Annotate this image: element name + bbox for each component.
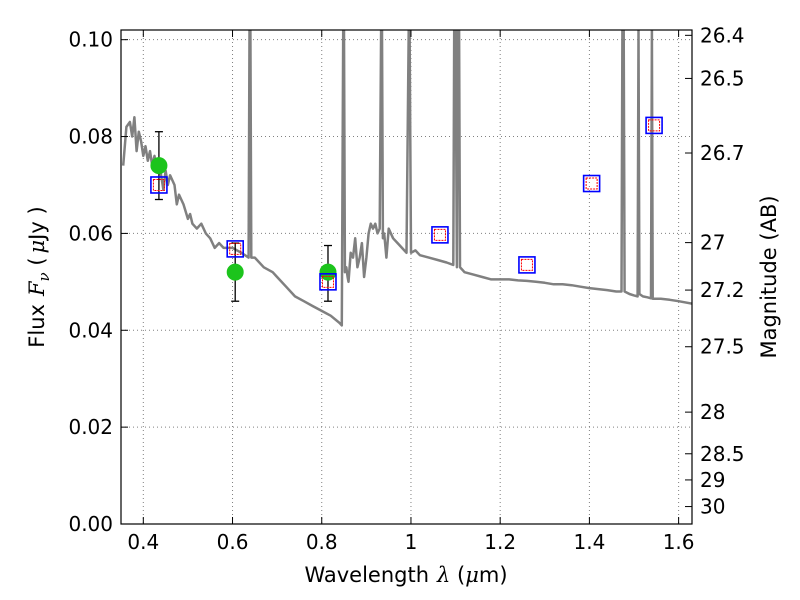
grid	[121, 30, 692, 525]
y-axis-label-right: Magnitude (AB)	[757, 195, 781, 358]
right-tick-label: 28.5	[700, 442, 745, 466]
y-tick-label: 0.00	[68, 512, 113, 536]
model-point-inner	[321, 275, 334, 288]
observed-point	[150, 157, 168, 175]
right-tick-label: 27.2	[700, 278, 745, 302]
observed-point	[226, 263, 244, 281]
x-tick-label: 1.4	[573, 530, 605, 554]
y-tick-label: 0.08	[68, 125, 113, 149]
y-tick-label: 0.02	[68, 415, 113, 439]
x-tick-label: 1	[405, 530, 418, 554]
model-point	[582, 174, 601, 193]
model-point-inner	[433, 228, 446, 241]
y-tick-label: 0.10	[68, 28, 113, 52]
plot-frame	[120, 29, 693, 525]
right-tick-label: 26.5	[700, 66, 745, 90]
right-tick-label: 30	[700, 495, 725, 519]
x-tick-label: 0.4	[127, 530, 159, 554]
sed-line	[121, 30, 692, 327]
y-axis-label-left: FluxFν (μJy )	[25, 206, 53, 347]
model-point	[226, 240, 244, 258]
model-point	[150, 176, 168, 194]
model-point-inner	[648, 119, 661, 132]
model-point-inner	[520, 258, 533, 271]
y-axis-left: 0.00 0.02 0.04 0.06 0.08 0.10	[68, 28, 128, 536]
right-tick-label: 26.7	[700, 141, 745, 165]
model-point-inner	[229, 242, 242, 255]
x-axis-label: Wavelength λ (μm)	[304, 563, 507, 587]
x-axis: 0.4 0.6 0.8 1 1.2 1.4 1.6	[127, 30, 695, 554]
x-tick-label: 0.6	[217, 530, 249, 554]
x-tick-label: 1.2	[484, 530, 516, 554]
y-tick-label: 0.06	[68, 221, 113, 245]
y-tick-label: 0.04	[68, 318, 113, 342]
right-tick-label: 26.4	[700, 23, 745, 47]
right-tick-label: 28	[700, 400, 725, 424]
model-point	[645, 116, 663, 135]
right-tick-label: 27	[700, 231, 725, 255]
model-point-inner	[152, 178, 165, 191]
sed-layer	[121, 30, 692, 327]
right-tick-label: 27.5	[700, 335, 745, 359]
markers	[150, 116, 663, 302]
x-tick-label: 0.8	[306, 530, 338, 554]
model-point	[319, 273, 337, 291]
model-point	[431, 226, 449, 244]
right-tick-label: 29	[700, 468, 725, 492]
model-point-inner	[585, 177, 598, 190]
x-tick-label: 1.6	[663, 530, 695, 554]
y-axis-right: 26.4 26.5 26.7 27 27.2 27.5 28 28.529 30	[685, 23, 745, 519]
model-point	[518, 256, 536, 274]
